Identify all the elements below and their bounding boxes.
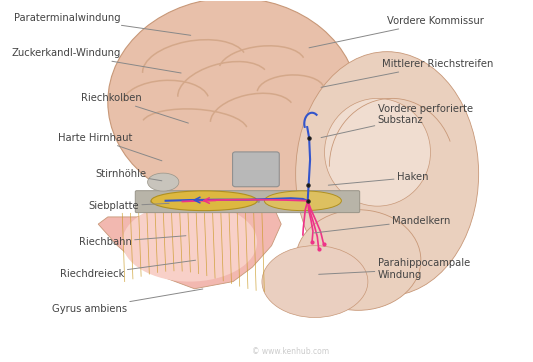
Text: KEN
HUB: KEN HUB [487,328,507,348]
Text: Gyrus ambiens: Gyrus ambiens [52,289,203,313]
Ellipse shape [325,98,431,206]
Text: Siebplatte: Siebplatte [88,201,169,211]
Text: Riechkolben: Riechkolben [81,93,188,123]
Ellipse shape [151,191,257,211]
Text: Riechbahn: Riechbahn [79,236,186,247]
Ellipse shape [122,203,257,282]
Text: Mittlerer Riechstreifen: Mittlerer Riechstreifen [321,59,494,87]
Ellipse shape [262,246,368,317]
Text: Vordere Kommissur: Vordere Kommissur [309,16,484,48]
Ellipse shape [148,173,179,191]
Text: Parahippocampale
Windung: Parahippocampale Windung [319,258,470,280]
Text: Stirnhöhle: Stirnhöhle [95,169,162,181]
Text: Zuckerkandl-Windung: Zuckerkandl-Windung [11,49,181,73]
Ellipse shape [108,0,358,206]
Text: Haken: Haken [328,172,429,185]
FancyBboxPatch shape [232,152,279,187]
Ellipse shape [264,191,342,211]
Text: © www.kenhub.com: © www.kenhub.com [252,347,329,356]
Text: Riechdreieck: Riechdreieck [60,260,196,279]
Text: Mandelkern: Mandelkern [314,215,450,233]
Ellipse shape [296,210,421,310]
Polygon shape [98,195,281,289]
Ellipse shape [296,52,479,296]
Text: Paraterminalwindung: Paraterminalwindung [14,13,191,35]
Text: Vordere perforierte
Substanz: Vordere perforierte Substanz [321,104,473,138]
Text: Harte Hirnhaut: Harte Hirnhaut [58,133,162,161]
FancyBboxPatch shape [135,191,360,212]
